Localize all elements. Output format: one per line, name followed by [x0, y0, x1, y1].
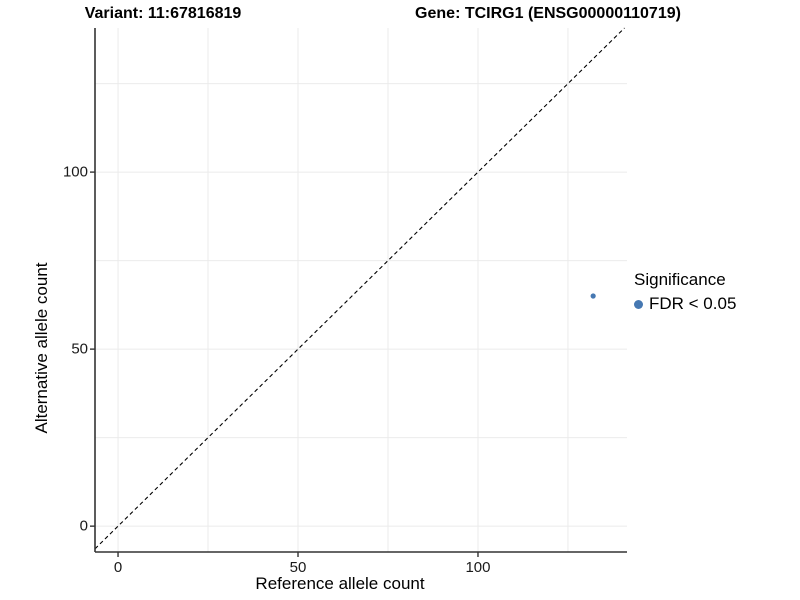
y-tick-label: 0 [79, 517, 88, 535]
identity-dashed-line [94, 27, 625, 550]
y-axis-title: Alternative allele count [32, 262, 51, 434]
y-tick-label: 100 [62, 163, 88, 181]
legend-point-icon [634, 299, 643, 309]
x-tick-label: 100 [465, 559, 491, 576]
legend: Significance FDR < 0.05 [634, 270, 736, 314]
data-point [590, 293, 596, 299]
plot-title-gene: Gene: TCIRG1 (ENSG00000110719) [415, 5, 681, 22]
legend-item-label: FDR < 0.05 [649, 294, 737, 313]
x-axis-title: Reference allele count [255, 574, 425, 593]
plot-title-variant: Variant: 11:67816819 [84, 5, 242, 22]
x-tick-label: 50 [289, 559, 307, 576]
x-tick-label: 0 [113, 559, 123, 576]
legend-item: FDR < 0.05 [634, 294, 736, 314]
y-tick-label: 50 [71, 340, 88, 358]
legend-title: Significance [634, 270, 726, 289]
